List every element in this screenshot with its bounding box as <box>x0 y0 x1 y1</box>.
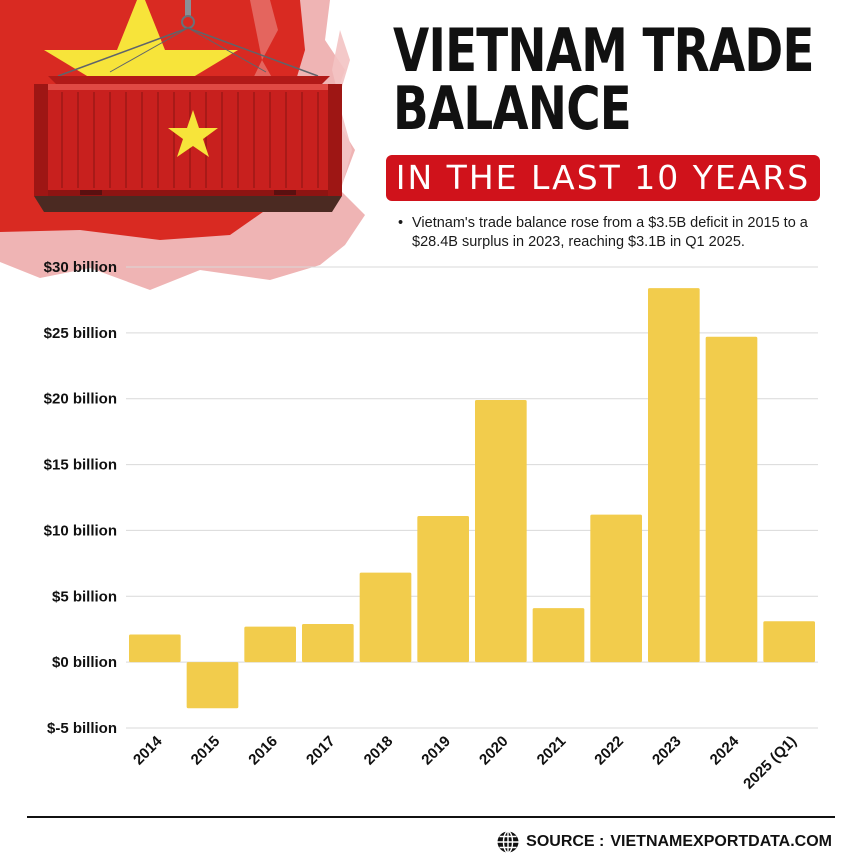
globe-icon <box>497 830 519 854</box>
hero-illustration <box>0 0 365 290</box>
x-tick-label: 2023 <box>649 733 685 769</box>
x-tick-label: 2022 <box>591 733 627 769</box>
y-tick-label: $5 billion <box>52 588 117 605</box>
cargo-container <box>34 0 342 212</box>
source-label: SOURCE : <box>526 833 605 850</box>
y-tick-label: $20 billion <box>44 391 117 408</box>
bar <box>417 515 469 663</box>
bar <box>475 400 527 663</box>
x-tick-label: 2016 <box>245 733 281 769</box>
bar <box>763 621 815 663</box>
summary-note-text: Vietnam's trade balance rose from a $3.5… <box>412 215 808 250</box>
x-tick-label: 2019 <box>418 733 454 769</box>
subtitle-banner: IN THE LAST 10 YEARS <box>386 155 820 201</box>
x-tick-label: 2025 (Q1) <box>740 733 800 793</box>
bar <box>186 662 239 709</box>
source-value: VIETNAMEXPORTDATA.COM <box>610 833 832 850</box>
x-tick-label: 2015 <box>188 733 224 769</box>
star-icon <box>168 110 218 157</box>
bar <box>705 336 758 663</box>
y-tick-label: $-5 billion <box>47 720 117 737</box>
title-line-2: BALANCE <box>393 74 632 144</box>
summary-note: • Vietnam's trade balance rose from a $3… <box>398 214 828 252</box>
bar <box>302 623 354 663</box>
trade-balance-chart: $30 billion $25 billion $20 billion $15 bil… <box>44 259 818 793</box>
page-title: VIETNAM TRADE BALANCE <box>393 16 814 144</box>
x-tick-label: 2014 <box>130 732 166 768</box>
x-tick-label: 2021 <box>534 733 570 769</box>
title-line-1: VIETNAM TRADE <box>393 16 814 86</box>
bullet-icon: • <box>398 215 404 231</box>
bar <box>129 634 181 663</box>
y-tick-label: $0 billion <box>52 654 117 671</box>
bar <box>244 626 296 663</box>
star-icon <box>44 0 238 150</box>
y-tick-label: $15 billion <box>44 457 117 474</box>
y-tick-label: $10 billion <box>44 522 117 539</box>
x-tick-label: 2017 <box>303 733 339 769</box>
source-credit: SOURCE : VIETNAMEXPORTDATA.COM <box>496 828 832 856</box>
x-tick-label: 2024 <box>707 732 743 768</box>
x-tick-label: 2018 <box>361 733 397 769</box>
footer-divider <box>27 816 835 818</box>
y-tick-label: $30 billion <box>44 259 117 276</box>
y-tick-label: $25 billion <box>44 325 117 342</box>
bar <box>590 514 642 663</box>
x-tick-label: 2020 <box>476 733 512 769</box>
bar <box>532 608 585 663</box>
bar <box>648 288 700 663</box>
bar <box>359 572 412 663</box>
